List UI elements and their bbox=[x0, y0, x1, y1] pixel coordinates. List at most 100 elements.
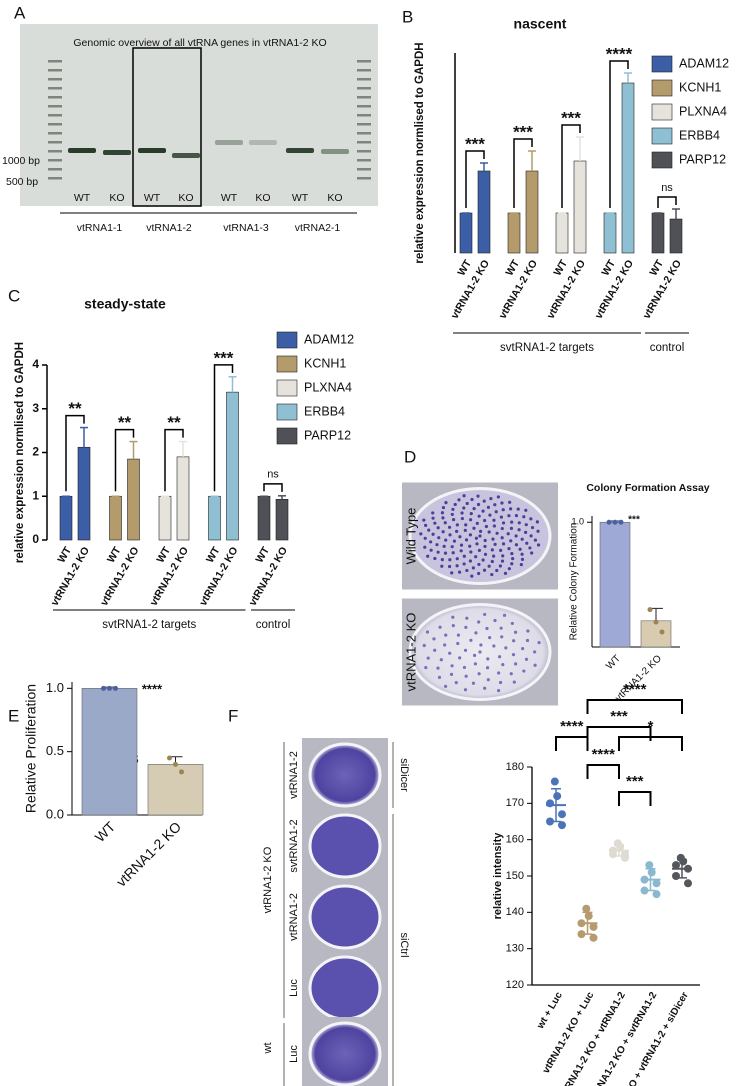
colony bbox=[489, 497, 493, 501]
bar bbox=[599, 521, 631, 648]
legend-swatch bbox=[276, 355, 298, 373]
colony bbox=[458, 535, 462, 539]
colony bbox=[436, 550, 440, 554]
colony bbox=[483, 686, 487, 690]
colony bbox=[462, 665, 467, 670]
legend-label: KCNH1 bbox=[304, 356, 346, 370]
colony bbox=[433, 648, 437, 652]
ladder-band bbox=[357, 141, 371, 144]
panel-label: D bbox=[404, 447, 416, 466]
colony bbox=[520, 552, 524, 556]
colony bbox=[429, 540, 433, 544]
colony bbox=[457, 570, 462, 574]
colony bbox=[477, 562, 481, 567]
colony bbox=[514, 514, 519, 518]
colony bbox=[522, 669, 526, 673]
colony bbox=[429, 548, 433, 552]
significance-label: *** bbox=[513, 122, 533, 141]
colony bbox=[499, 626, 503, 630]
group-label: control bbox=[650, 342, 685, 354]
colony bbox=[496, 495, 500, 499]
colony bbox=[495, 531, 499, 535]
colony bbox=[468, 544, 472, 548]
colony bbox=[477, 672, 481, 676]
colony bbox=[510, 621, 514, 626]
colony bbox=[524, 530, 528, 534]
significance-label: ** bbox=[167, 413, 181, 432]
colony bbox=[500, 635, 504, 639]
colony bbox=[510, 551, 514, 556]
y-tick-label: 180 bbox=[506, 761, 524, 773]
colony bbox=[475, 521, 479, 525]
colony bbox=[494, 510, 498, 514]
colony bbox=[440, 564, 444, 568]
bar bbox=[573, 160, 587, 254]
colony bbox=[520, 537, 524, 541]
colony bbox=[464, 538, 469, 542]
colony bbox=[498, 564, 502, 568]
colony bbox=[463, 528, 467, 532]
bar bbox=[81, 688, 138, 816]
y-tick-label: 0.5 bbox=[46, 743, 64, 758]
legend-swatch bbox=[651, 127, 673, 145]
colony bbox=[463, 688, 468, 692]
legend-swatch bbox=[276, 427, 298, 445]
significance-bracket bbox=[555, 736, 589, 751]
colony bbox=[491, 537, 495, 541]
error-bar bbox=[677, 858, 687, 879]
colony bbox=[492, 644, 496, 648]
colony bbox=[483, 612, 487, 617]
significance-bracket bbox=[657, 196, 677, 208]
error-bar bbox=[582, 911, 593, 935]
colony bbox=[497, 671, 501, 675]
colony bbox=[431, 516, 435, 520]
colony bbox=[500, 559, 505, 563]
colony bbox=[458, 656, 462, 660]
colony bbox=[448, 558, 452, 562]
colony bbox=[522, 515, 526, 519]
data-point bbox=[679, 857, 688, 866]
colony bbox=[453, 502, 457, 507]
genotype-label: vtRNA1-2 KO bbox=[262, 846, 274, 913]
bar bbox=[257, 495, 271, 541]
y-tick-label: 0 bbox=[32, 532, 39, 546]
data-point bbox=[113, 685, 118, 691]
legend-swatch bbox=[276, 403, 298, 421]
colony bbox=[521, 647, 525, 651]
gel-band bbox=[249, 140, 277, 145]
data-point bbox=[606, 519, 612, 525]
panel-label: B bbox=[402, 7, 413, 26]
colony bbox=[512, 639, 516, 643]
group-label: svtRNA1-2 targets bbox=[102, 619, 196, 631]
colony bbox=[533, 650, 537, 654]
colony bbox=[472, 507, 476, 511]
colony bbox=[472, 653, 477, 657]
y-tick-label: 2 bbox=[32, 445, 39, 459]
colony bbox=[508, 500, 512, 504]
bar bbox=[669, 218, 683, 254]
colony bbox=[469, 638, 473, 642]
significance-bracket bbox=[65, 414, 85, 492]
colony bbox=[463, 648, 468, 652]
highlight-box bbox=[132, 47, 202, 207]
data-point bbox=[582, 904, 591, 913]
legend-label: ERBB4 bbox=[679, 128, 720, 142]
colony bbox=[492, 524, 496, 528]
ladder-band bbox=[357, 87, 371, 90]
y-tick-label: 160 bbox=[506, 834, 524, 846]
colony bbox=[490, 548, 494, 552]
y-tick-label: 130 bbox=[506, 943, 524, 955]
colony bbox=[501, 554, 505, 558]
colony bbox=[442, 544, 446, 548]
data-point bbox=[173, 761, 178, 767]
ladder-band bbox=[357, 159, 371, 162]
ladder-band bbox=[357, 114, 371, 117]
colony bbox=[501, 542, 506, 546]
gel-band bbox=[103, 150, 131, 155]
condition-label: vtRNA1-2 bbox=[288, 893, 300, 941]
ladder-band bbox=[48, 177, 62, 180]
bar bbox=[525, 170, 539, 254]
lane-label: KO bbox=[109, 192, 124, 204]
colony bbox=[477, 548, 482, 552]
bar bbox=[507, 212, 521, 254]
